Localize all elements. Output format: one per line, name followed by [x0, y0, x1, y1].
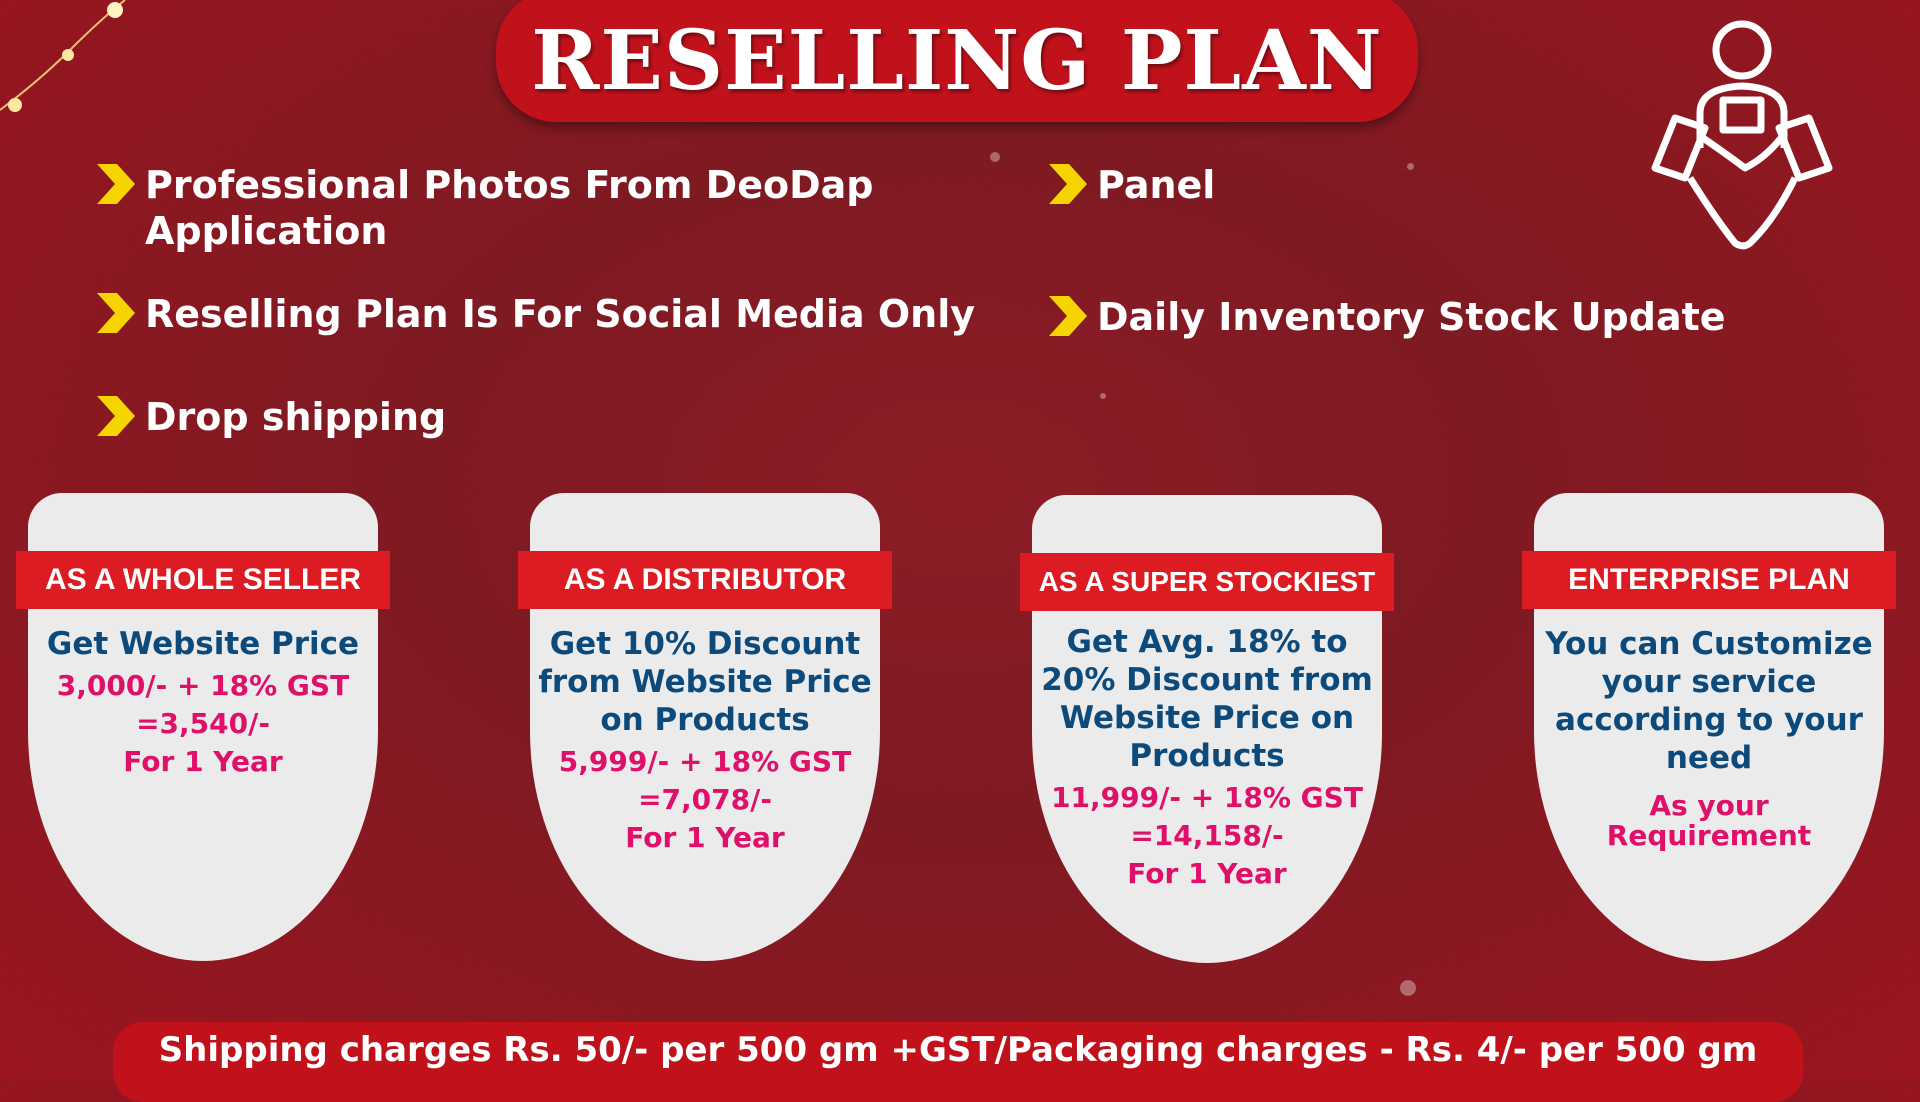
plan-name: AS A DISTRIBUTOR — [518, 551, 892, 609]
plan-total: =7,078/- — [638, 783, 772, 816]
plan-card-enterprise: ENTERPRISE PLAN You can Customize your s… — [1522, 493, 1896, 961]
plan-card-distributor: AS A DISTRIBUTOR Get 10% Discount from W… — [518, 493, 892, 961]
plan-price: 5,999/- + 18% GST — [558, 745, 852, 778]
plan-description: You can Customize your service according… — [1545, 626, 1873, 776]
plan-total: =3,540/- — [136, 707, 270, 740]
chevron-right-icon — [97, 164, 135, 204]
page-title: RESELLING PLAN — [531, 13, 1383, 109]
plan-description: Get 10% Discount from Website Price on P… — [538, 626, 872, 738]
feature-item: Professional Photos From DeoDap Applicat… — [95, 162, 945, 254]
plan-term: For 1 Year — [1127, 857, 1287, 890]
feature-item: Reselling Plan Is For Social Media Only — [95, 291, 975, 337]
plan-name: AS A WHOLE SELLER — [16, 551, 390, 609]
feature-text: Panel — [1097, 163, 1216, 207]
feature-item: Drop shipping — [95, 394, 446, 440]
plan-term: For 1 Year — [123, 745, 283, 778]
feature-text: Daily Inventory Stock Update — [1097, 295, 1726, 339]
feature-text: Drop shipping — [145, 395, 447, 439]
feature-item: Daily Inventory Stock Update — [1047, 294, 1726, 340]
plan-total: =14,158/- — [1130, 819, 1284, 852]
chevron-right-icon — [97, 293, 135, 333]
plan-term: For 1 Year — [625, 821, 785, 854]
chevron-right-icon — [1049, 164, 1087, 204]
plan-card-super-stockiest: AS A SUPER STOCKIEST Get Avg. 18% to 20%… — [1020, 495, 1394, 963]
plan-description: Get Avg. 18% to 20% Discount from Websit… — [1041, 624, 1373, 774]
snow-dot — [990, 152, 1000, 162]
shipping-charges-bar: Shipping charges Rs. 50/- per 500 gm +GS… — [113, 1022, 1803, 1102]
string-lights-decoration — [0, 0, 126, 112]
plan-price: As your Requirement — [1606, 789, 1812, 852]
feature-text: Professional Photos From DeoDap Applicat… — [145, 163, 874, 253]
plan-description: Get Website Price — [46, 626, 360, 662]
plan-name: AS A SUPER STOCKIEST — [1020, 553, 1394, 611]
chevron-right-icon — [1049, 296, 1087, 336]
title-banner: RESELLING PLAN — [496, 0, 1418, 122]
feature-item: Panel — [1047, 162, 1215, 208]
plan-card-whole-seller: AS A WHOLE SELLER Get Website Price 3,00… — [16, 493, 390, 961]
handshake-person-icon — [1651, 20, 1833, 250]
plan-price: 3,000/- + 18% GST — [56, 669, 350, 702]
shipping-charges-text: Shipping charges Rs. 50/- per 500 gm +GS… — [158, 1030, 1758, 1070]
snow-dot — [1400, 980, 1416, 996]
feature-text: Reselling Plan Is For Social Media Only — [145, 292, 976, 336]
chevron-right-icon — [97, 396, 135, 436]
plan-name: ENTERPRISE PLAN — [1522, 551, 1896, 609]
plan-price: 11,999/- + 18% GST — [1051, 781, 1363, 814]
snow-dot — [1407, 163, 1414, 170]
snow-dot — [1100, 393, 1106, 399]
